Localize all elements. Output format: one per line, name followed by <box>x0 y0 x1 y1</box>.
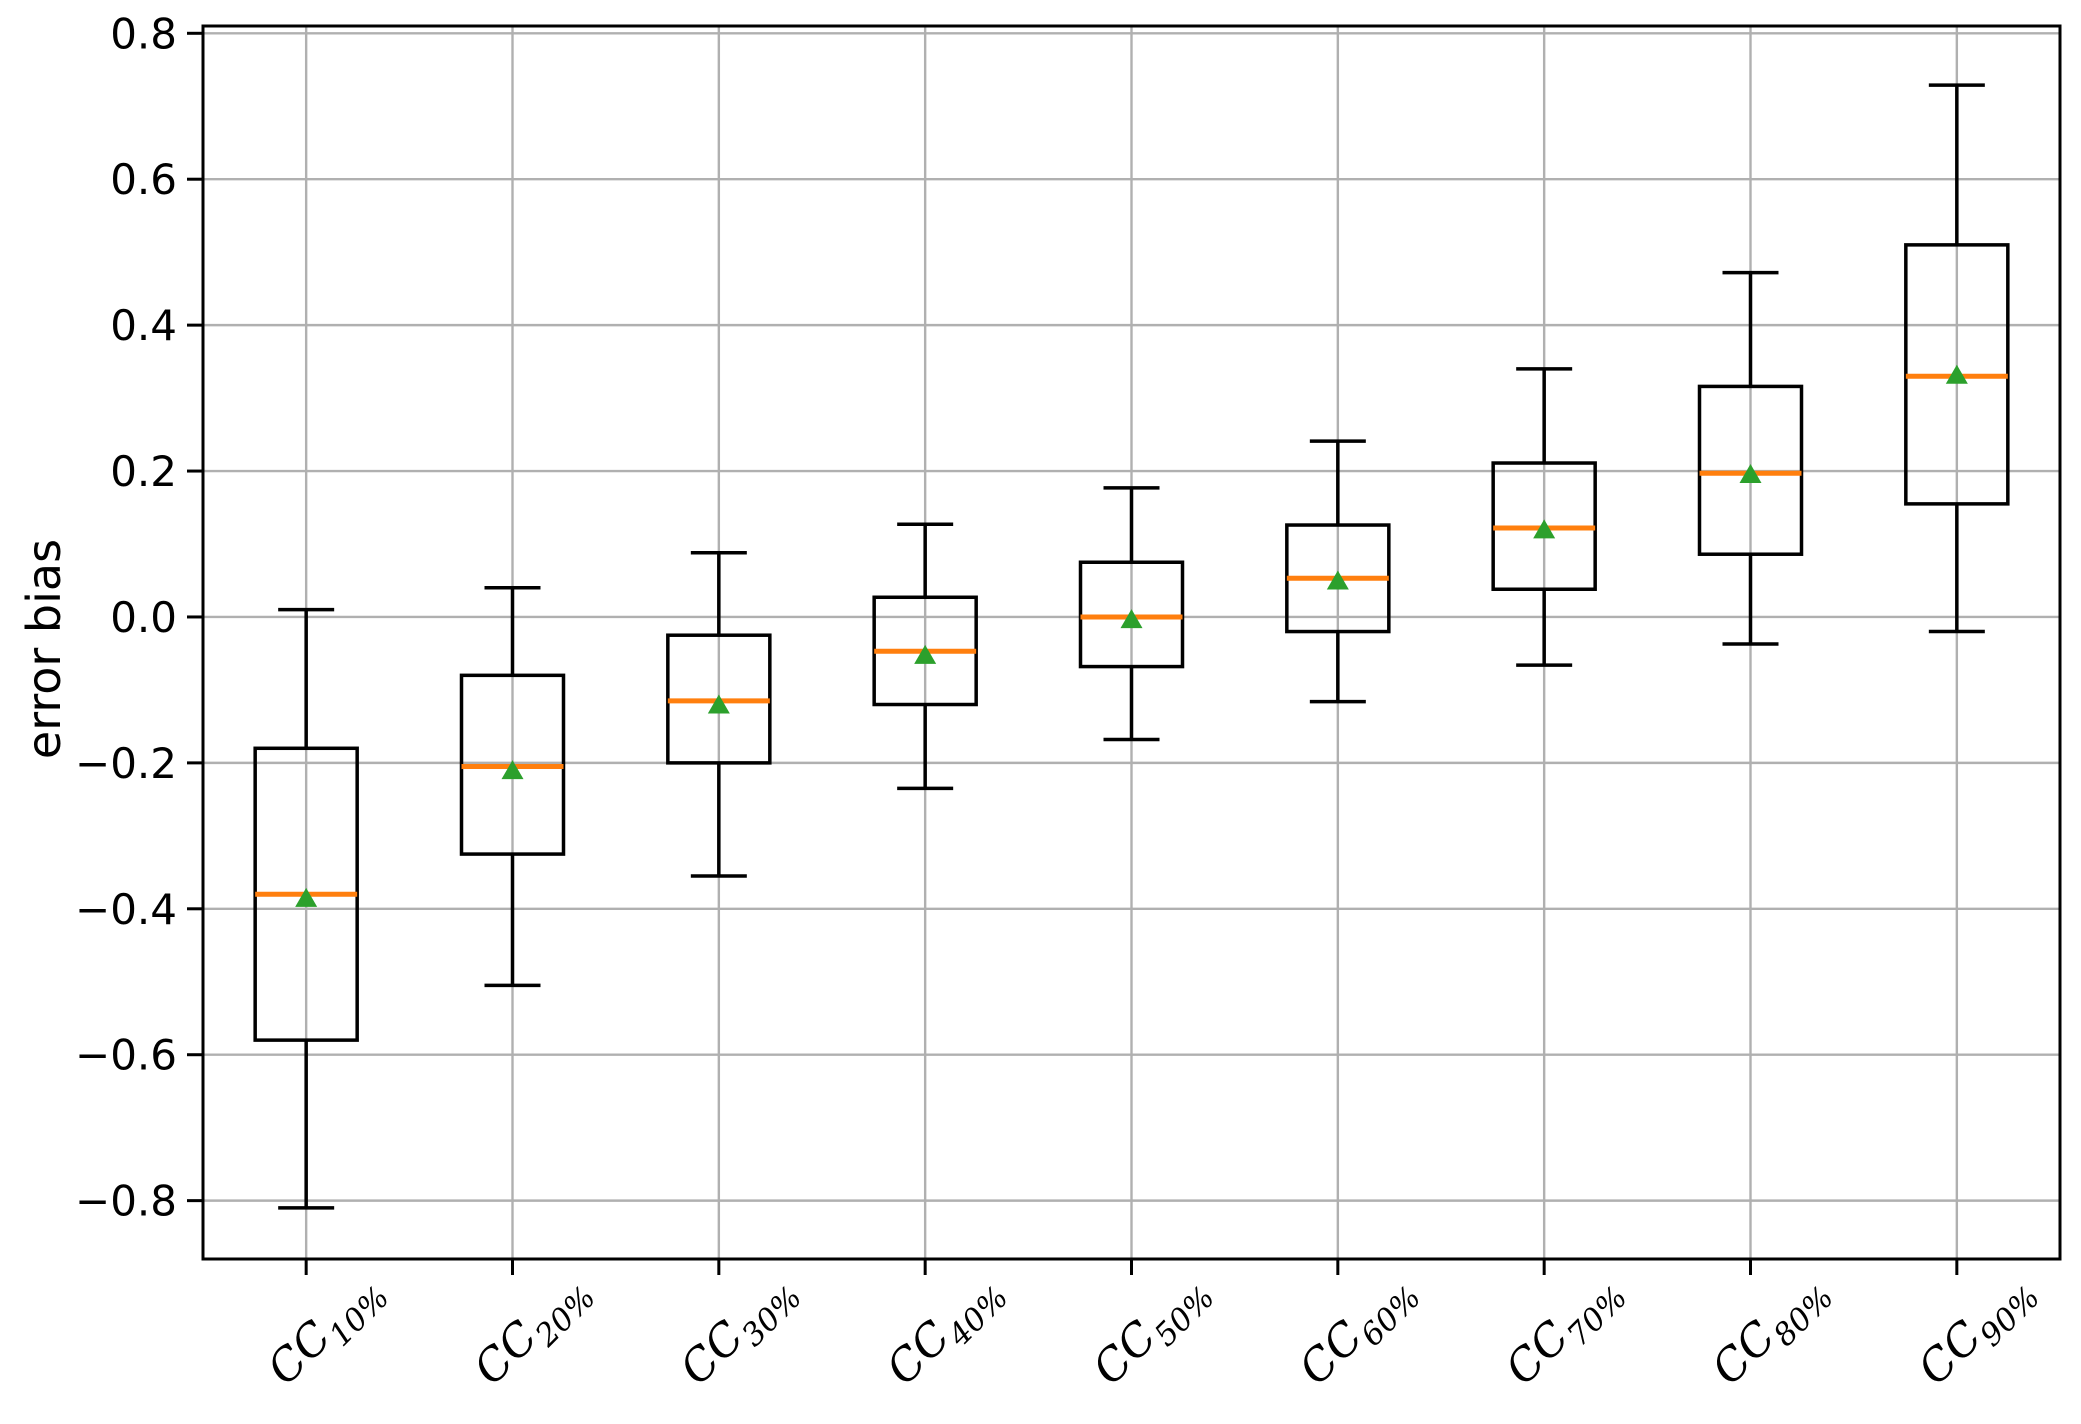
mean-marker <box>707 694 730 714</box>
mean-marker <box>501 760 524 780</box>
iqr-box <box>1078 560 1185 669</box>
mean-marker <box>914 644 937 664</box>
mean-marker <box>1120 609 1143 629</box>
y-tick-label: 0.0 <box>110 593 177 642</box>
mean-marker <box>295 887 318 907</box>
box-group-CC90% <box>1904 83 2010 634</box>
y-axis-label: error bias <box>17 538 71 760</box>
y-tick-label: 0.4 <box>110 301 177 350</box>
y-axis: 0.8 0.6 0.4 0.2 0.0 −0.2 −0.4 −0.6 −0.8 <box>75 9 203 1226</box>
box-group-CC40% <box>872 522 978 791</box>
y-tick-label: 0.2 <box>110 447 177 496</box>
box-group-CC50% <box>1078 486 1185 742</box>
y-tick-label: −0.2 <box>75 739 177 788</box>
y-tick-label: −0.8 <box>75 1177 177 1226</box>
y-tick-label: 0.6 <box>110 155 177 204</box>
iqr-box <box>1697 384 1804 556</box>
box-group-CC10% <box>253 607 359 1210</box>
y-tick-label: −0.6 <box>75 1031 177 1080</box>
axes-frame <box>201 24 2062 1261</box>
mean-marker <box>1739 463 1762 483</box>
box-group-CC60% <box>1285 439 1391 704</box>
box-group-CC70% <box>1491 367 1597 667</box>
mean-marker <box>1533 519 1556 539</box>
mean-marker <box>1945 364 1968 384</box>
y-tick-label: −0.4 <box>75 885 177 934</box>
mean-marker <box>1326 570 1349 590</box>
box-group-CC20% <box>459 586 566 988</box>
box-group-CC30% <box>666 551 772 878</box>
y-tick-label: 0.8 <box>110 9 177 58</box>
box-group-CC80% <box>1697 270 1804 646</box>
